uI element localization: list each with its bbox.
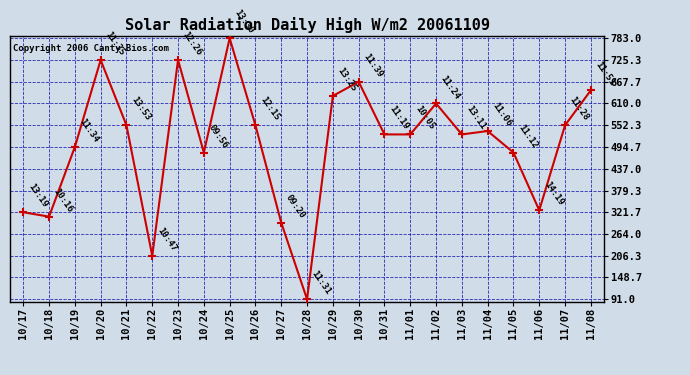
Text: 14:19: 14:19 bbox=[542, 180, 565, 207]
Text: 10:16: 10:16 bbox=[52, 187, 75, 214]
Title: Solar Radiation Daily High W/m2 20061109: Solar Radiation Daily High W/m2 20061109 bbox=[125, 17, 489, 33]
Text: 11:06: 11:06 bbox=[491, 101, 513, 128]
Text: 12:26: 12:26 bbox=[181, 30, 204, 57]
Text: 11:35: 11:35 bbox=[104, 30, 126, 57]
Text: 13:30: 13:30 bbox=[233, 8, 255, 36]
Text: 09:20: 09:20 bbox=[284, 193, 307, 220]
Text: 13:11: 13:11 bbox=[464, 105, 487, 132]
Text: 10:05: 10:05 bbox=[413, 105, 436, 132]
Text: Copyright 2006 Canty·Bios.com: Copyright 2006 Canty·Bios.com bbox=[13, 44, 169, 52]
Text: 11:51: 11:51 bbox=[593, 60, 616, 87]
Text: 11:19: 11:19 bbox=[387, 105, 410, 132]
Text: 11:12: 11:12 bbox=[516, 123, 539, 150]
Text: 09:56: 09:56 bbox=[206, 123, 229, 150]
Text: 11:24: 11:24 bbox=[439, 74, 462, 101]
Text: 13:19: 13:19 bbox=[26, 182, 49, 210]
Text: 12:15: 12:15 bbox=[258, 95, 281, 123]
Text: 13:53: 13:53 bbox=[129, 95, 152, 123]
Text: 11:31: 11:31 bbox=[310, 269, 333, 297]
Text: 11:39: 11:39 bbox=[362, 52, 384, 79]
Text: 13:25: 13:25 bbox=[335, 66, 358, 93]
Text: 11:28: 11:28 bbox=[568, 95, 591, 123]
Text: 11:34: 11:34 bbox=[78, 117, 101, 144]
Text: 10:47: 10:47 bbox=[155, 226, 178, 253]
